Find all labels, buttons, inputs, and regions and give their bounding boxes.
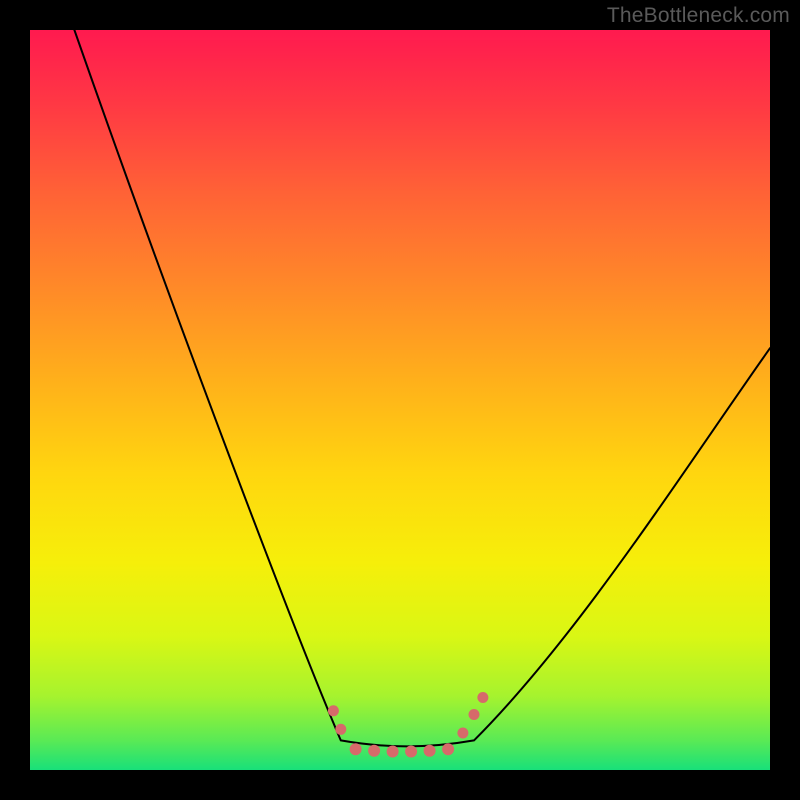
marker-bottom (368, 745, 380, 757)
marker-right (477, 692, 488, 703)
marker-left (328, 705, 339, 716)
marker-right (469, 709, 480, 720)
chart-frame: TheBottleneck.com (0, 0, 800, 800)
bottleneck-curve-chart (30, 30, 770, 770)
watermark-text: TheBottleneck.com (607, 4, 790, 28)
marker-bottom (387, 746, 399, 758)
marker-bottom (424, 745, 436, 757)
marker-right (457, 728, 468, 739)
gradient-background (30, 30, 770, 770)
marker-bottom (350, 743, 362, 755)
marker-bottom (442, 743, 454, 755)
plot-area (30, 30, 770, 770)
marker-left (335, 724, 346, 735)
marker-bottom (405, 746, 417, 758)
